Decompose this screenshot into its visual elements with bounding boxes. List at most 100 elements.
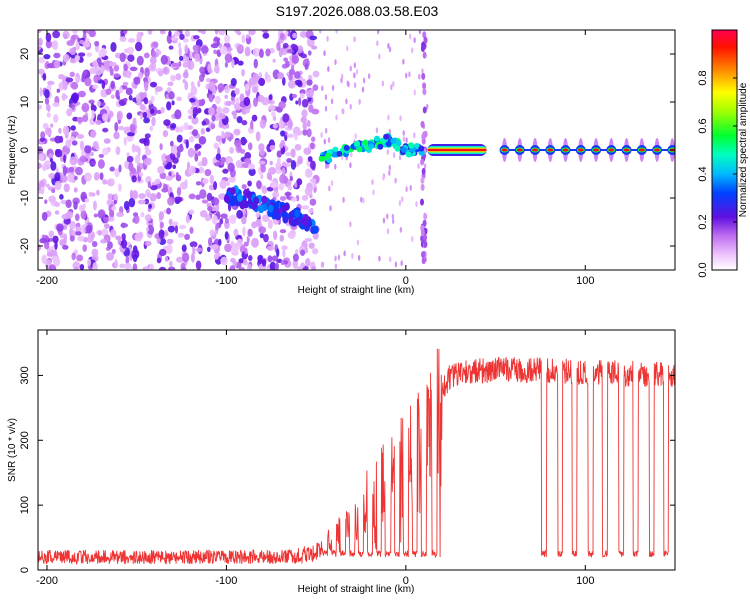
noise-blob bbox=[65, 199, 72, 209]
snr-ytick-label: 0 bbox=[19, 567, 31, 573]
noise-blob bbox=[156, 257, 162, 264]
noise-blob bbox=[76, 254, 84, 262]
noise-blob bbox=[253, 97, 258, 107]
streak-blob bbox=[343, 250, 346, 257]
noise-blob bbox=[52, 102, 60, 108]
noise-blob bbox=[159, 143, 163, 151]
noise-blob bbox=[90, 102, 95, 111]
noise-blob bbox=[239, 93, 245, 103]
noise-blob bbox=[301, 194, 309, 201]
noise-blob bbox=[283, 57, 289, 62]
noise-blob bbox=[312, 84, 319, 91]
noise-blob bbox=[244, 247, 248, 255]
snr-ytick-label: 100 bbox=[19, 496, 31, 514]
noise-blob bbox=[248, 77, 257, 86]
noise-blob bbox=[104, 223, 110, 229]
noise-blob bbox=[224, 131, 232, 138]
noise-blob bbox=[164, 256, 169, 262]
noise-blob bbox=[132, 263, 138, 270]
noise-blob bbox=[139, 103, 146, 111]
noise-blob bbox=[296, 178, 303, 186]
noise-blob bbox=[184, 179, 188, 187]
streak-blob bbox=[400, 260, 403, 267]
noise-blob bbox=[282, 248, 286, 258]
noise-blob bbox=[311, 108, 320, 115]
noise-blob bbox=[265, 48, 271, 57]
streak-blob bbox=[408, 71, 411, 78]
noise-blob bbox=[182, 62, 189, 68]
noise-blob bbox=[87, 258, 92, 267]
noise-blob bbox=[228, 175, 236, 183]
noise-blob bbox=[310, 160, 316, 170]
noise-blob bbox=[239, 148, 246, 154]
stripe-blob bbox=[422, 31, 427, 39]
noise-blob bbox=[297, 155, 303, 164]
noise-blob bbox=[161, 153, 168, 163]
noise-blob bbox=[284, 30, 289, 36]
noise-blob bbox=[114, 258, 118, 268]
noise-blob bbox=[279, 142, 284, 149]
noise-blob bbox=[62, 125, 70, 135]
noise-blob bbox=[178, 224, 187, 230]
noise-blob bbox=[168, 91, 175, 100]
noise-blob bbox=[218, 30, 226, 36]
streak-blob bbox=[353, 62, 357, 69]
noise-blob bbox=[201, 71, 206, 78]
noise-blob bbox=[39, 180, 45, 187]
noise-blob bbox=[97, 159, 105, 169]
noise-blob bbox=[62, 75, 67, 83]
noise-blob bbox=[160, 54, 168, 65]
noise-blob bbox=[62, 244, 69, 250]
noise-blob bbox=[84, 172, 92, 182]
noise-blob bbox=[132, 254, 138, 263]
noise-blob bbox=[77, 235, 85, 242]
noise-blob bbox=[251, 114, 258, 122]
noise-blob bbox=[109, 229, 117, 238]
noise-blob bbox=[267, 255, 273, 263]
noise-blob bbox=[59, 135, 64, 144]
noise-blob bbox=[130, 167, 136, 175]
streak-blob bbox=[376, 40, 379, 47]
figure-title: S197.2026.088.03.58.E03 bbox=[276, 3, 439, 19]
noise-blob bbox=[276, 248, 280, 258]
noise-blob bbox=[267, 219, 273, 230]
noise-blob bbox=[219, 218, 224, 225]
noise-blob bbox=[200, 98, 206, 105]
burst-core bbox=[501, 148, 508, 152]
streak-blob bbox=[358, 98, 361, 105]
noise-blob bbox=[259, 119, 267, 129]
noise-blob bbox=[290, 43, 297, 50]
noise-blob bbox=[144, 67, 150, 78]
noise-blob bbox=[288, 68, 296, 76]
streak-blob bbox=[399, 115, 402, 122]
noise-blob bbox=[168, 30, 172, 37]
noise-blob bbox=[38, 56, 46, 64]
noise-blob bbox=[107, 193, 113, 200]
noise-blob bbox=[231, 110, 238, 116]
track-blob bbox=[273, 201, 280, 210]
noise-blob bbox=[87, 235, 93, 244]
noise-blob bbox=[149, 56, 157, 65]
noise-blob bbox=[73, 201, 78, 210]
noise-blob bbox=[290, 159, 297, 170]
noise-blob bbox=[185, 214, 190, 224]
noise-blob bbox=[208, 106, 215, 116]
streak-blob bbox=[423, 163, 427, 170]
noise-blob bbox=[213, 181, 218, 191]
streak-blob bbox=[324, 105, 328, 112]
noise-blob bbox=[167, 81, 174, 87]
noise-blob bbox=[90, 160, 96, 166]
noise-blob bbox=[193, 35, 200, 40]
noise-blob bbox=[123, 262, 132, 270]
noise-blob bbox=[122, 97, 128, 102]
noise-blob bbox=[169, 140, 174, 147]
noise-blob bbox=[217, 83, 225, 92]
noise-blob bbox=[245, 108, 251, 114]
noise-blob bbox=[38, 45, 41, 51]
noise-blob bbox=[118, 183, 122, 192]
noise-blob bbox=[158, 211, 165, 221]
noise-blob bbox=[137, 199, 146, 205]
noise-blob bbox=[140, 211, 145, 218]
noise-blob bbox=[178, 47, 182, 57]
noise-blob bbox=[54, 210, 60, 215]
